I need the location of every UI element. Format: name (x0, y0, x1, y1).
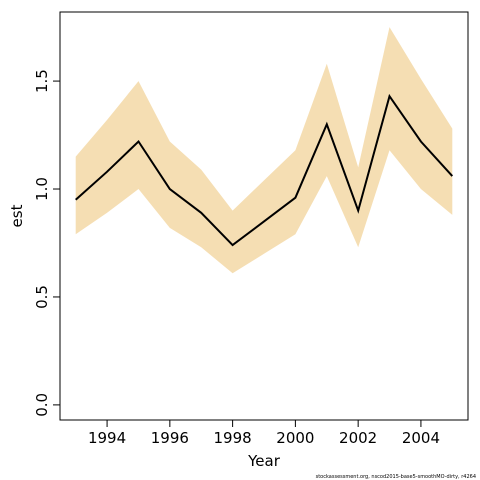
y-tick-label: 1.5 (33, 69, 51, 93)
y-tick-label: 0.0 (33, 393, 51, 417)
y-axis: 0.0 0.5 1.0 1.5 (33, 69, 61, 417)
y-tick-label: 0.5 (33, 285, 51, 309)
footnote: stockassessment.org, nscod2015-base5-smo… (316, 474, 476, 480)
x-tick-label: 1994 (88, 429, 126, 447)
x-tick-label: 2002 (339, 429, 377, 447)
x-tick-label: 1996 (151, 429, 189, 447)
confidence-band (75, 27, 453, 274)
x-tick-label: 2000 (276, 429, 314, 447)
x-tick-label: 2004 (402, 429, 440, 447)
y-tick-label: 1.0 (33, 177, 51, 201)
x-tick-label: 1998 (214, 429, 252, 447)
x-axis-title: Year (247, 452, 281, 470)
x-axis: 1994 1996 1998 2000 2002 2004 (88, 419, 440, 447)
y-axis-title: est (8, 204, 26, 227)
estimate-line (75, 93, 454, 247)
